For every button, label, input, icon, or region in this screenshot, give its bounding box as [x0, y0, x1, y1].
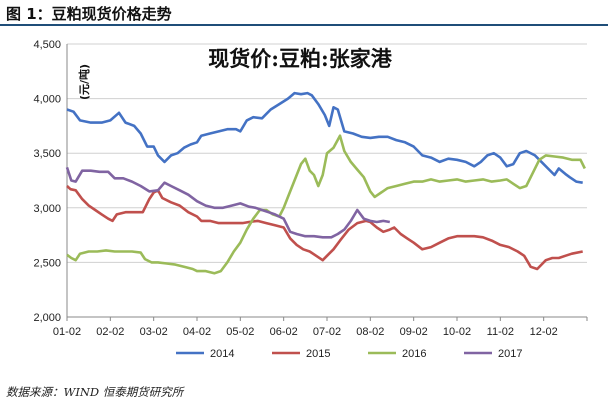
- x-tick-label: 05-02: [226, 326, 254, 338]
- y-tick-label: 3,000: [33, 203, 61, 215]
- y-tick-label: 2,500: [33, 257, 61, 269]
- x-tick-label: 10-02: [443, 326, 471, 338]
- legend-label-2014: 2014: [210, 348, 234, 360]
- series-line-2016: [66, 134, 586, 275]
- y-axis: 2,000 2,500 3,000 3,500 4,000 4,500: [33, 39, 68, 324]
- x-tick-label: 03-02: [140, 326, 168, 338]
- y-tick-label: 3,500: [33, 148, 61, 160]
- legend-label-2016: 2016: [402, 348, 426, 360]
- y-tick-label: 4,500: [33, 39, 61, 51]
- x-axis: 01-02 02-02 03-02 04-02 05-02 06-02 07-02 08-02…: [53, 316, 588, 338]
- series-line-2015: [66, 185, 583, 271]
- legend-label-2015: 2015: [306, 348, 330, 360]
- y-tick-label: 4,000: [33, 94, 61, 106]
- chart-title: 现货价:豆粕:张家港: [208, 46, 393, 71]
- series-lines: [65, 91, 586, 275]
- figure-title: 图 1：豆粕现货价格走势: [6, 5, 172, 23]
- x-tick-label: 07-02: [313, 326, 341, 338]
- x-tick-label: 11-02: [487, 326, 514, 338]
- x-tick-label: 04-02: [183, 326, 211, 338]
- y-tick-label: 2,000: [33, 312, 61, 324]
- source-note: 数据来源：WIND 恒泰期货研究所: [6, 385, 184, 399]
- series-line-2014: [66, 91, 583, 184]
- legend-label-2017: 2017: [498, 348, 522, 360]
- legend: 2014 2015 2016 2017: [176, 348, 522, 360]
- y-axis-label: (元/吨): [77, 64, 91, 100]
- x-tick-label: 01-02: [53, 326, 81, 338]
- x-tick-label: 06-02: [270, 326, 298, 338]
- x-tick-label: 08-02: [356, 326, 384, 338]
- series-line-2017: [65, 166, 391, 239]
- chart: 2,000 2,500 3,000 3,500 4,000 4,500 01-02 02-0…: [33, 39, 588, 360]
- x-tick-label: 09-02: [400, 326, 428, 338]
- figure-header: 图 1：豆粕现货价格走势: [0, 0, 608, 26]
- x-tick-label: 12-02: [530, 326, 558, 338]
- x-tick-label: 02-02: [96, 326, 124, 338]
